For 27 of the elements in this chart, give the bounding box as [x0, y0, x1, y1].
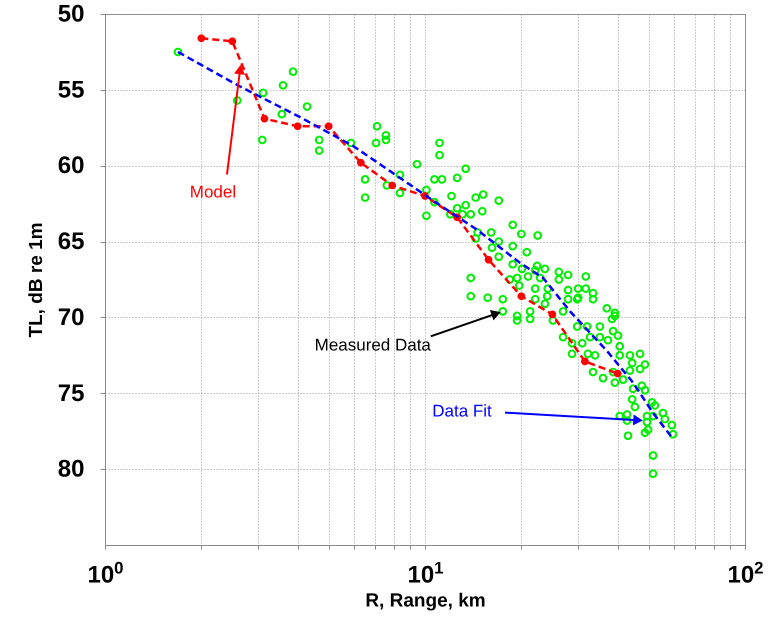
point: [197, 34, 206, 42]
point: [484, 256, 492, 264]
x-axis-title: R, Range, km: [365, 590, 486, 612]
x-tick-label: 10$^{0}$: [87, 558, 124, 588]
point: [228, 37, 236, 46]
annotation: Model: [190, 182, 236, 202]
x-tick-label: 10$^{1}$: [407, 558, 444, 588]
y-tick-label: 75: [58, 380, 84, 407]
point: [548, 310, 556, 318]
y-tick-label: 80: [58, 456, 84, 483]
point: [324, 122, 333, 130]
point: [294, 122, 302, 130]
point: [517, 292, 526, 300]
y-tick-label: 55: [58, 76, 84, 104]
point: [581, 358, 589, 366]
point: [388, 182, 396, 190]
y-tick-label: 50: [58, 0, 84, 28]
point: [614, 370, 622, 378]
annotation: Measured Data: [314, 335, 432, 354]
y-tick-label: 60: [58, 152, 84, 180]
point: [356, 158, 365, 167]
annotation: Data Fit: [432, 402, 492, 421]
x-tick-label: 10$^{2}$: [727, 558, 764, 588]
y-tick-label: 70: [58, 304, 84, 331]
point: [260, 114, 268, 123]
y-axis-title: TL, dB re 1m: [26, 222, 47, 338]
y-tick-label: 65: [58, 228, 84, 256]
